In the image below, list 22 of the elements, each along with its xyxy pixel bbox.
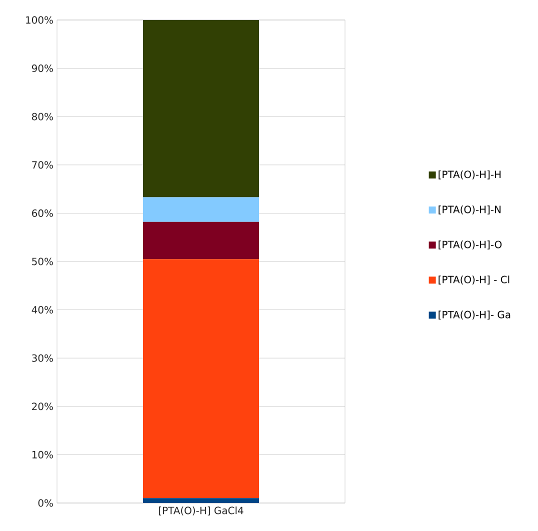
y-tick-label: 50% bbox=[32, 258, 53, 266]
y-tick-label: 100% bbox=[26, 16, 53, 24]
bar bbox=[143, 222, 259, 260]
y-tick-label: 30% bbox=[32, 354, 53, 362]
bar bbox=[143, 259, 259, 498]
bar bbox=[143, 197, 259, 222]
legend-label: [PTA(O)-H]-H bbox=[438, 170, 501, 180]
y-tick-label: 20% bbox=[32, 402, 53, 410]
x-tick-label: [PTA(O)-H] GaCl4 bbox=[159, 506, 244, 516]
y-tick-label: 10% bbox=[32, 450, 53, 458]
bar bbox=[143, 498, 259, 503]
legend-label: [PTA(O)-H]- Ga bbox=[438, 310, 510, 320]
bar bbox=[143, 20, 259, 198]
legend-label: [PTA(O)-H] - Cl bbox=[438, 276, 510, 284]
legend-label: [PTA(O)-H]-O bbox=[438, 240, 502, 250]
y-tick-label: 60% bbox=[32, 209, 53, 217]
y-tick-label: 90% bbox=[32, 64, 53, 72]
y-tick-label: 80% bbox=[32, 112, 53, 120]
y-tick-label: 70% bbox=[32, 161, 53, 169]
y-tick-label: 0% bbox=[38, 499, 53, 507]
y-tick-label: 40% bbox=[32, 306, 53, 314]
legend-label: [PTA(O)-H]-N bbox=[438, 205, 501, 214]
